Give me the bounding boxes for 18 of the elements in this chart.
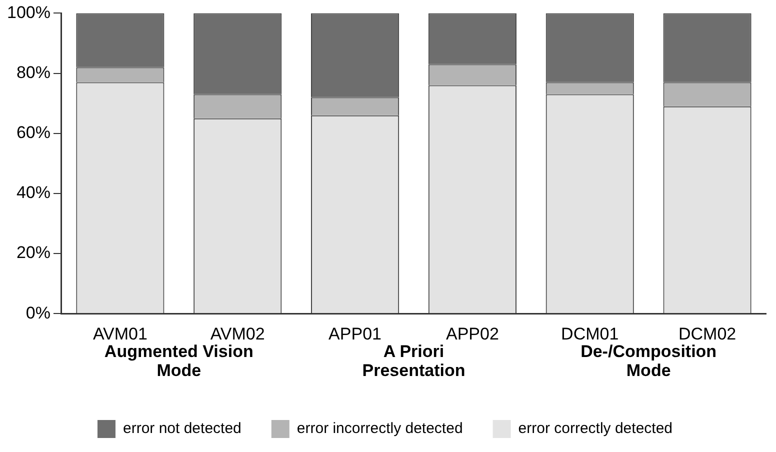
legend-label: error incorrectly detected	[296, 420, 463, 438]
x-tick-label: APP02	[446, 324, 499, 344]
y-tick-label: 20%	[16, 243, 50, 262]
text: Augmented Vision Mode	[104, 342, 254, 380]
y-tick-label: 100%	[6, 2, 50, 22]
y-tick-label: 80%	[16, 62, 50, 82]
x-tick-label: AVM01	[92, 324, 148, 344]
y-tick-label: 40%	[16, 183, 50, 202]
legend-label: error correctly detected	[518, 420, 673, 438]
y-tick-label: 0%	[26, 303, 50, 322]
x-tick-label: DCM02	[678, 324, 736, 344]
x-tick-label: APP01	[328, 324, 382, 344]
legend-label: error not detected	[122, 420, 242, 438]
y-tick-label: 60%	[16, 123, 50, 142]
text: A Priori Presentation	[362, 342, 466, 380]
x-tick-label: DCM01	[561, 324, 619, 344]
text: De-/Composition Mode	[580, 342, 717, 380]
x-tick-label: AVM02	[210, 324, 265, 344]
